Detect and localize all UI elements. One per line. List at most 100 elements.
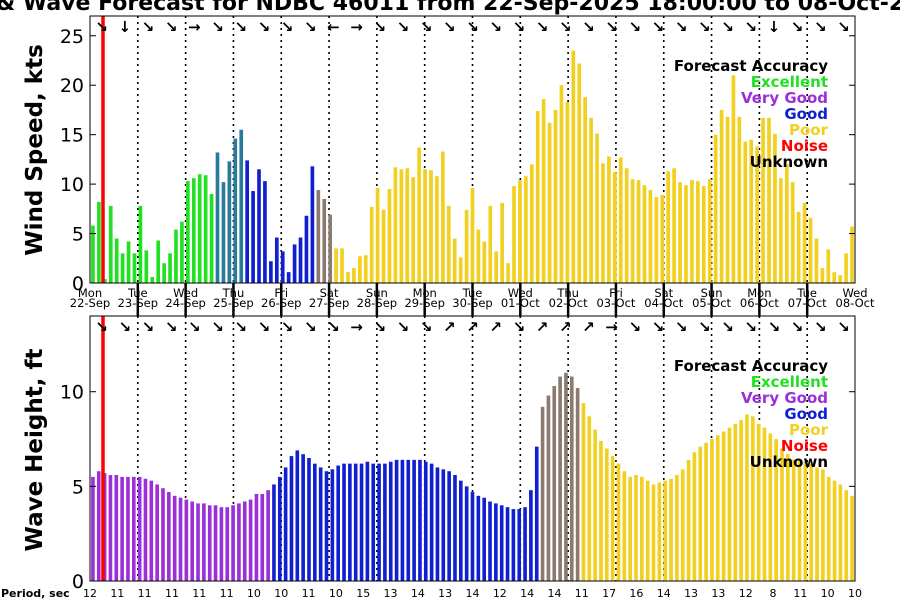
data-bar (701, 186, 706, 283)
legend-item: Very Good (741, 389, 828, 407)
data-bar (587, 416, 592, 581)
data-bar (263, 181, 267, 283)
wind-direction-arrow: ↘ (165, 18, 178, 36)
data-bar (494, 251, 499, 283)
day-name-label: Tue (462, 286, 483, 300)
legend-item: Poor (789, 421, 829, 439)
period-value: 15 (356, 587, 370, 600)
wind-direction-arrow: ↘ (373, 18, 386, 36)
data-bar (599, 440, 603, 581)
data-bar (470, 492, 475, 581)
data-bar (137, 476, 142, 581)
data-bar (260, 493, 265, 581)
day-name-label: Sun (366, 286, 388, 300)
day-name-label: Fri (274, 286, 288, 300)
date-label: 06-Oct (740, 296, 779, 310)
data-bar (844, 490, 849, 581)
day-name-label: Wed (173, 286, 198, 300)
wind-direction-arrow: ↘ (118, 318, 131, 336)
wind-direction-arrow: ↘ (165, 318, 178, 336)
data-bar (815, 467, 819, 581)
data-bar (213, 505, 218, 581)
data-bar (651, 484, 656, 581)
data-bar (610, 456, 615, 581)
data-bar (406, 459, 411, 581)
data-bar (678, 182, 682, 283)
period-value: 11 (192, 587, 206, 600)
period-value: 11 (575, 587, 589, 600)
data-bar (340, 248, 344, 283)
data-bar (242, 501, 247, 581)
data-bar (197, 174, 202, 283)
data-bar (447, 471, 451, 581)
wind-direction-arrow: ↘ (95, 18, 108, 36)
wind-direction-arrow: ↘ (258, 18, 271, 36)
data-bar (707, 179, 712, 283)
wind-direction-arrow: ↘ (814, 18, 827, 36)
data-bar (429, 170, 433, 283)
day-name-label: Mon (78, 286, 102, 300)
data-bar (640, 476, 644, 581)
data-bar (266, 490, 270, 581)
data-bar (675, 475, 679, 581)
data-bar (628, 476, 632, 581)
data-bar (459, 480, 463, 581)
date-label: 24-Sep (165, 296, 205, 310)
data-bar (342, 463, 346, 581)
legend-item: Noise (781, 437, 828, 455)
wind-direction-arrow: ↘ (304, 18, 317, 36)
data-bar (710, 439, 714, 581)
period-value: 13 (438, 587, 452, 600)
data-bar (672, 168, 676, 283)
data-bar (289, 456, 294, 581)
wind-direction-arrow: ↘ (304, 318, 317, 336)
data-bar (298, 237, 303, 283)
data-bar (721, 431, 726, 581)
data-bar (821, 469, 825, 581)
data-bar (219, 507, 224, 581)
data-bar (423, 169, 427, 283)
data-bar (132, 253, 137, 283)
data-bar (750, 416, 755, 581)
wind-direction-arrow: ↘ (211, 318, 224, 336)
day-name-label: Sat (320, 286, 339, 300)
data-bar (790, 182, 795, 283)
data-bar (780, 448, 784, 581)
data-bar (499, 505, 504, 581)
data-bar (96, 471, 101, 581)
data-bar (482, 497, 486, 581)
data-bar (168, 253, 172, 283)
data-bar (330, 469, 335, 581)
wind-direction-arrow: ↘ (489, 18, 502, 36)
data-bar (692, 452, 697, 581)
data-bar (571, 50, 576, 283)
data-bar (225, 507, 230, 581)
data-bar (245, 160, 249, 283)
data-bar (126, 476, 130, 581)
wind-direction-arrow: ← (327, 18, 340, 36)
data-bar (666, 171, 671, 283)
legend-item: Noise (781, 137, 828, 155)
data-bar (569, 376, 574, 581)
data-bar (850, 226, 854, 283)
data-bar (369, 206, 374, 283)
data-bar (155, 484, 159, 581)
y-tick-label: 5 (72, 224, 84, 246)
data-bar (227, 161, 232, 283)
period-value: 11 (110, 587, 124, 600)
data-bar (595, 133, 599, 283)
data-bar (737, 116, 742, 283)
wind-direction-arrow: ↓ (768, 18, 781, 36)
data-bar (826, 476, 831, 581)
y-tick-label: 10 (60, 382, 84, 404)
day-name-label: Tue (127, 286, 148, 300)
data-bar (634, 475, 638, 581)
data-bar (377, 463, 381, 581)
data-bar (581, 403, 586, 581)
wind-direction-arrow: → (350, 318, 363, 336)
day-name-label: Wed (842, 286, 867, 300)
data-bar (680, 469, 685, 581)
data-bar (180, 221, 184, 283)
data-bar (809, 463, 814, 581)
